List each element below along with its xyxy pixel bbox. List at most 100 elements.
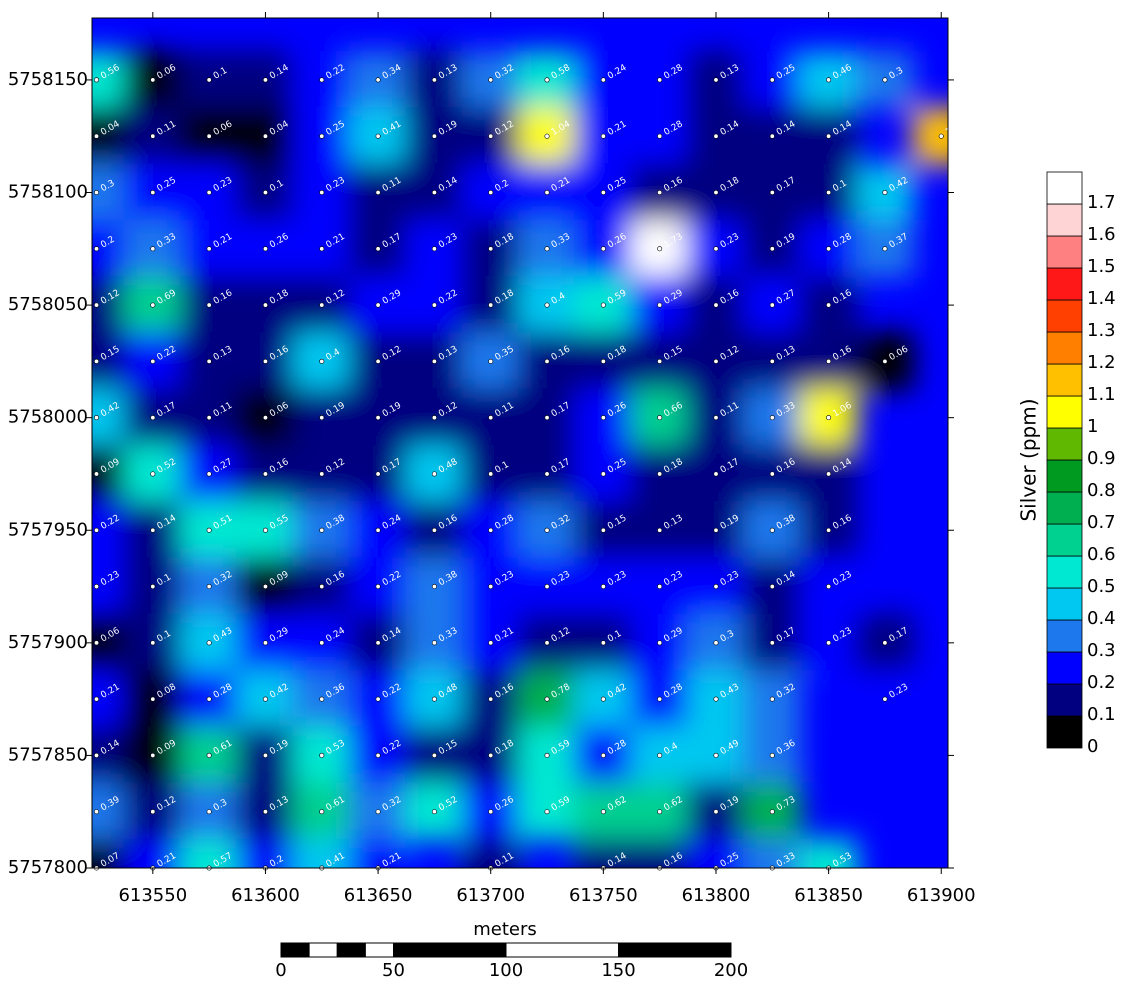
sample-point — [375, 640, 381, 646]
sample-point — [94, 809, 100, 815]
scale-label: 50 — [382, 960, 405, 981]
field-tile — [743, 838, 802, 868]
sample-point — [488, 358, 494, 364]
sample-point — [150, 584, 156, 590]
sample-point — [657, 527, 663, 533]
colorbar-label: 0.6 — [1087, 544, 1116, 565]
sample-point — [826, 246, 832, 252]
sample-point — [94, 190, 100, 196]
sample-point — [150, 133, 156, 139]
sample-point — [488, 471, 494, 477]
sample-point — [826, 77, 832, 83]
sample-point — [94, 527, 100, 533]
colorbar-swatch — [1046, 715, 1083, 749]
sample-point — [657, 246, 663, 252]
sample-point — [600, 415, 606, 421]
sample-point — [150, 302, 156, 308]
field-tile — [236, 838, 295, 868]
sample-point — [600, 471, 606, 477]
sample-point — [713, 246, 719, 252]
sample-point — [431, 752, 437, 758]
sample-point — [713, 358, 719, 364]
sample-point — [262, 358, 268, 364]
x-tick-label: 613700 — [456, 885, 525, 906]
sample-point — [544, 358, 550, 364]
sample-point — [94, 302, 100, 308]
sample-point — [206, 696, 212, 702]
sample-point — [657, 809, 663, 815]
sample-point — [544, 133, 550, 139]
sample-point — [544, 527, 550, 533]
sample-point — [544, 809, 550, 815]
sample-point — [713, 527, 719, 533]
sample-point — [319, 809, 325, 815]
colorbar-swatch — [1046, 235, 1083, 269]
sample-point — [713, 471, 719, 477]
sample-point — [375, 752, 381, 758]
sample-point — [600, 133, 606, 139]
sample-point — [206, 415, 212, 421]
sample-point — [488, 809, 494, 815]
sample-point — [375, 415, 381, 421]
sample-point — [657, 358, 663, 364]
sample-point — [94, 77, 100, 83]
colorbar-label: 1.6 — [1087, 224, 1116, 245]
colorbar-label: 1.2 — [1087, 352, 1116, 373]
x-tick-label: 613800 — [682, 885, 751, 906]
sample-point — [713, 415, 719, 421]
colorbar-label: 1.7 — [1087, 192, 1116, 213]
sample-point — [544, 696, 550, 702]
colorbar-label: 1.5 — [1087, 256, 1116, 277]
sample-point — [600, 527, 606, 533]
sample-point — [206, 584, 212, 590]
sample-point — [769, 77, 775, 83]
sample-point — [319, 696, 325, 702]
y-tick-label: 5758150 — [8, 69, 88, 90]
sample-point — [319, 415, 325, 421]
sample-point — [431, 358, 437, 364]
sample-point — [826, 190, 832, 196]
sample-point — [488, 752, 494, 758]
sample-point — [375, 133, 381, 139]
colorbar-label: 0.5 — [1087, 576, 1116, 597]
sample-point — [882, 358, 888, 364]
scale-segment — [308, 942, 338, 958]
sample-point — [600, 358, 606, 364]
colorbar-swatch — [1046, 555, 1083, 589]
scale-segment — [280, 942, 310, 958]
sample-point — [826, 133, 832, 139]
sample-point — [769, 696, 775, 702]
colorbar-label: 1.3 — [1087, 320, 1116, 341]
sample-point — [375, 584, 381, 590]
sample-point — [713, 190, 719, 196]
sample-point — [375, 246, 381, 252]
sample-point — [657, 584, 663, 590]
sample-point — [600, 246, 606, 252]
sample-point — [150, 246, 156, 252]
sample-point — [713, 133, 719, 139]
y-tick-label: 5757850 — [8, 744, 88, 765]
sample-point — [544, 190, 550, 196]
sample-point — [262, 527, 268, 533]
sample-point — [826, 302, 832, 308]
sample-point — [375, 302, 381, 308]
colorbar-label: 0.8 — [1087, 480, 1116, 501]
sample-point — [657, 415, 663, 421]
colorbar-swatch — [1046, 523, 1083, 557]
sample-point — [262, 471, 268, 477]
sample-point — [206, 302, 212, 308]
sample-point — [319, 471, 325, 477]
sample-point — [488, 527, 494, 533]
field-tile — [92, 838, 126, 868]
sample-point — [544, 415, 550, 421]
scale-segment — [336, 942, 366, 958]
colorbar-label: 0 — [1087, 736, 1098, 757]
sample-point — [262, 246, 268, 252]
scale-segment — [364, 942, 394, 958]
scale-label: 100 — [489, 960, 523, 981]
sample-point — [375, 809, 381, 815]
sample-point — [319, 358, 325, 364]
sample-point — [657, 133, 663, 139]
sample-point — [769, 752, 775, 758]
y-tick-label: 5758100 — [8, 182, 88, 203]
